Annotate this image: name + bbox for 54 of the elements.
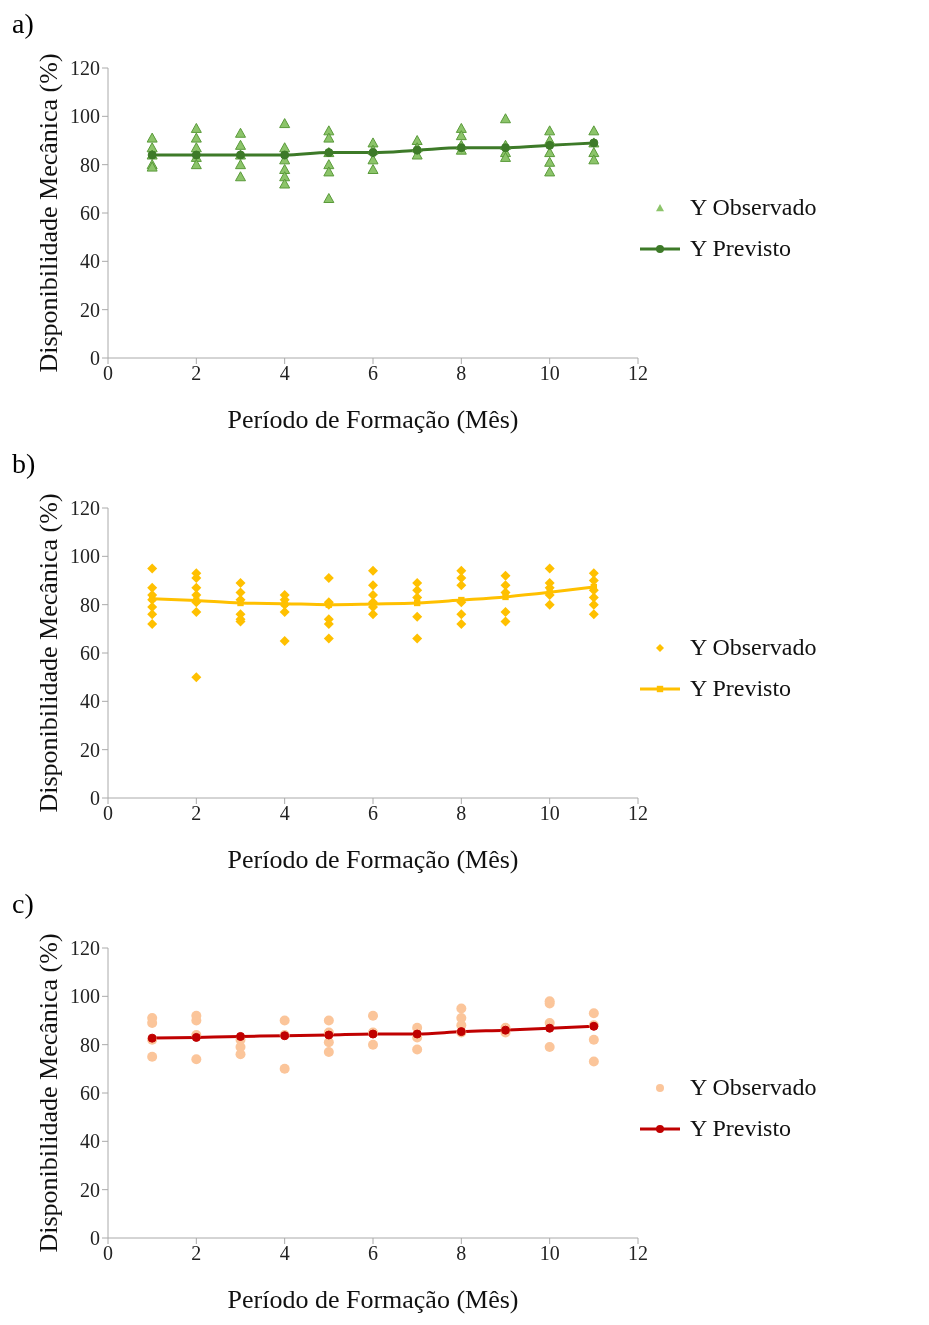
y-tick-label: 80 [80,593,100,616]
x-tick-label: 12 [628,1242,648,1265]
x-tick-label: 2 [191,362,202,385]
y-axis-title: Disponibilidade Mecânica (%) [34,493,64,813]
y-tick-label: 80 [80,1033,100,1056]
x-tick-label: 12 [628,362,648,385]
y-tick-label: 80 [80,153,100,176]
x-tick-label: 12 [628,802,648,825]
y-tick-label: 100 [70,985,100,1008]
x-axis-title: Período de Formação (Mês) [227,405,519,434]
y-tick-label: 120 [70,937,100,960]
y-axis-title: Disponibilidade Mecânica (%) [34,933,64,1253]
y-tick-label: 120 [70,497,100,520]
y-tick-label: 60 [80,642,100,665]
legend-label: Y Previsto [690,1115,792,1142]
x-tick-label: 8 [456,802,467,825]
y-tick-label: 120 [70,57,100,80]
legend-label: Y Observado [690,634,817,661]
y-tick-label: 60 [80,202,100,225]
y-tick-label: 100 [70,545,100,568]
x-tick-label: 6 [368,802,378,825]
y-tick-label: 20 [80,298,100,321]
x-tick-label: 4 [279,1242,290,1265]
legend-label: Y Observado [690,194,817,221]
legend-label: Y Previsto [690,235,792,262]
y-tick-label: 0 [90,1227,100,1250]
y-tick-label: 60 [80,1082,100,1105]
x-tick-label: 8 [456,362,467,385]
x-tick-label: 6 [368,362,378,385]
x-tick-label: 4 [279,362,290,385]
chart-title: b) [12,448,36,480]
y-tick-label: 20 [80,1178,100,1201]
x-tick-label: 2 [191,802,202,825]
x-tick-label: 10 [539,802,560,825]
y-tick-label: 40 [80,690,100,713]
x-tick-label: 4 [279,802,290,825]
x-tick-label: 6 [368,1242,378,1265]
legend-label: Y Previsto [690,675,792,702]
x-axis-title: Período de Formação (Mês) [227,1285,519,1314]
x-axis-title: Período de Formação (Mês) [227,845,519,874]
y-tick-label: 0 [90,347,100,370]
y-tick-label: 20 [80,738,100,761]
y-tick-label: 100 [70,105,100,128]
chart-title: c) [12,888,34,920]
x-tick-label: 8 [456,1242,467,1265]
legend-label: Y Observado [690,1074,817,1101]
x-tick-label: 10 [539,1242,560,1265]
y-tick-label: 40 [80,250,100,273]
chart-title: a) [12,8,34,40]
x-tick-label: 10 [539,362,560,385]
x-tick-label: 2 [191,1242,202,1265]
y-tick-label: 0 [90,787,100,810]
y-axis-title: Disponibilidade Mecânica (%) [34,53,64,373]
y-tick-label: 40 [80,1130,100,1153]
